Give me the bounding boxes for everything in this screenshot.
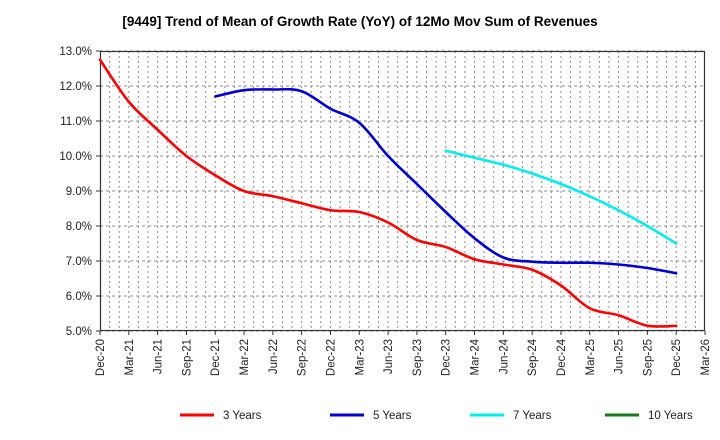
y-axis-tick-label: 5.0% <box>66 326 92 338</box>
x-axis-tick-label: Jun-24 <box>498 338 510 374</box>
y-axis-ticks: 13.0% 12.0% 11.0% 10.0% 9.0% 8.0% 7.0% 6.0% 5.0% <box>59 46 100 338</box>
y-axis-tick-label: 7.0% <box>66 256 92 268</box>
x-axis-tick-label: Dec-22 <box>325 339 337 376</box>
x-axis-tick-label: Sep-23 <box>412 339 424 376</box>
series-lines <box>98 58 678 328</box>
y-axis-tick-label: 9.0% <box>66 186 92 198</box>
x-axis-tick-label: Jun-22 <box>268 339 280 374</box>
x-axis-tick-label: Dec-23 <box>441 339 453 376</box>
series-line <box>98 58 678 328</box>
y-axis-tick-label: 6.0% <box>66 291 92 303</box>
y-axis-tick-label: 11.0% <box>60 116 92 128</box>
legend-label: 3 Years <box>223 410 262 422</box>
y-axis-tick-label: 10.0% <box>59 151 92 163</box>
y-axis-tick-label: 12.0% <box>59 81 92 93</box>
chart-legend: 3 Years 5 Years 7 Years 10 Years <box>180 410 693 422</box>
x-axis-tick-label: Dec-25 <box>671 339 683 376</box>
x-axis-tick-label: Mar-25 <box>585 339 597 375</box>
x-axis-tick-label: Jun-21 <box>153 339 165 374</box>
x-axis-tick-label: Jun-25 <box>614 339 626 374</box>
x-axis-tick-label: Mar-26 <box>700 339 712 375</box>
series-line <box>444 149 678 245</box>
page-title: [9449] Trend of Mean of Growth Rate (YoY… <box>122 14 598 29</box>
legend-label: 5 Years <box>373 410 412 422</box>
horizontal-gridlines <box>100 50 705 332</box>
x-axis-tick-label: Dec-21 <box>210 339 222 376</box>
x-axis-tick-label: Sep-22 <box>297 339 309 376</box>
x-axis-tick-label: Mar-24 <box>470 338 482 375</box>
x-axis-tick-label: Mar-21 <box>124 339 136 375</box>
series-line <box>213 87 678 275</box>
y-axis-tick-label: 8.0% <box>66 221 92 233</box>
y-axis-tick-label: 13.0% <box>59 46 92 58</box>
legend-label: 7 Years <box>513 410 552 422</box>
x-axis-tick-label: Sep-21 <box>181 339 193 376</box>
x-axis-tick-label: Mar-23 <box>354 339 366 375</box>
x-axis-tick-label: Sep-24 <box>527 338 539 376</box>
x-axis-tick-label: Dec-24 <box>556 338 568 376</box>
x-axis-tick-label: Mar-22 <box>239 339 251 375</box>
plot-frame <box>99 50 706 332</box>
legend-label: 10 Years <box>648 410 693 422</box>
x-axis-tick-label: Dec-20 <box>95 339 107 376</box>
x-axis-ticks: Dec-20 Mar-21 Jun-21 Sep-21 Dec-21 Mar-22 Jun-… <box>95 331 712 376</box>
x-axis-tick-label: Jun-23 <box>383 339 395 374</box>
x-axis-tick-label: Sep-25 <box>642 339 654 376</box>
